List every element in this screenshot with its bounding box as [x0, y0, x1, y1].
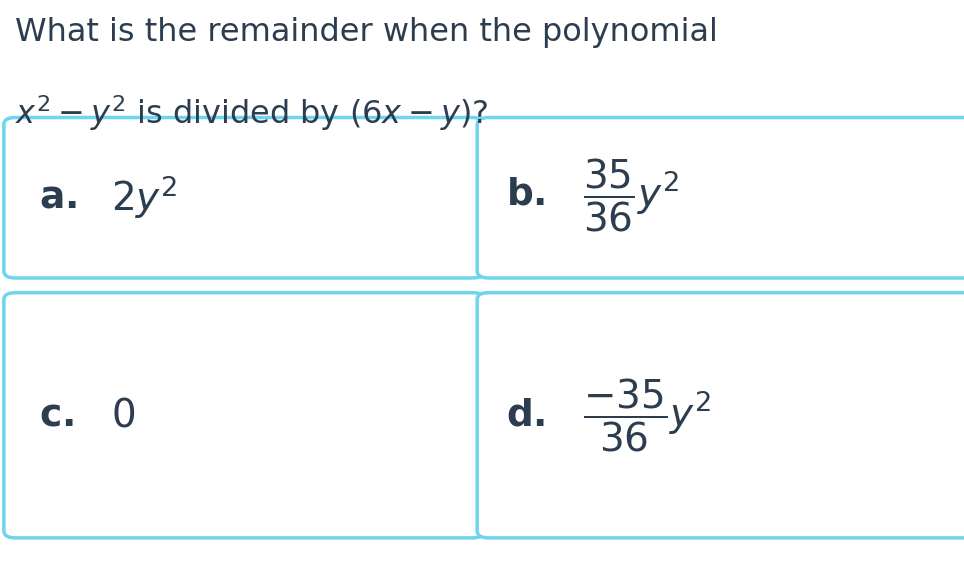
Text: $\mathbf{b.}$: $\mathbf{b.}$ — [506, 177, 546, 213]
Text: $\mathbf{c.}$: $\mathbf{c.}$ — [39, 397, 73, 433]
Text: $2y^2$: $2y^2$ — [111, 173, 177, 221]
Text: $\dfrac{35}{36}y^2$: $\dfrac{35}{36}y^2$ — [583, 157, 679, 233]
FancyBboxPatch shape — [4, 293, 484, 538]
FancyBboxPatch shape — [477, 293, 964, 538]
Text: $\dfrac{-35}{36}y^2$: $\dfrac{-35}{36}y^2$ — [583, 377, 711, 454]
Text: What is the remainder when the polynomial: What is the remainder when the polynomia… — [15, 17, 718, 48]
FancyBboxPatch shape — [477, 118, 964, 278]
Text: $\mathbf{a.}$: $\mathbf{a.}$ — [39, 179, 76, 215]
FancyBboxPatch shape — [4, 118, 484, 278]
Text: $\mathbf{d.}$: $\mathbf{d.}$ — [506, 397, 546, 433]
Text: $x^2 - y^2$ is divided by $(6x - y)$?: $x^2 - y^2$ is divided by $(6x - y)$? — [15, 93, 489, 133]
Text: $0$: $0$ — [111, 396, 135, 434]
